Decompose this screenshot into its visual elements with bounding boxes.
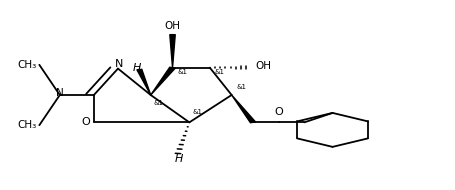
Text: CH₃: CH₃ <box>18 60 37 70</box>
Text: H: H <box>174 154 183 164</box>
Text: OH: OH <box>164 21 180 31</box>
Text: H: H <box>132 63 141 73</box>
Text: &1: &1 <box>177 69 187 75</box>
Text: OH: OH <box>255 61 271 71</box>
Polygon shape <box>151 67 175 95</box>
Text: O: O <box>274 107 283 117</box>
Text: &1: &1 <box>214 69 224 75</box>
Polygon shape <box>136 69 151 95</box>
Text: &1: &1 <box>236 85 246 90</box>
Text: O: O <box>81 117 90 127</box>
Text: N: N <box>56 88 64 98</box>
Text: N: N <box>115 59 123 69</box>
Text: CH₃: CH₃ <box>18 120 37 130</box>
Text: &1: &1 <box>192 109 202 115</box>
Polygon shape <box>231 95 255 123</box>
Polygon shape <box>169 35 175 68</box>
Text: &1: &1 <box>153 101 163 106</box>
